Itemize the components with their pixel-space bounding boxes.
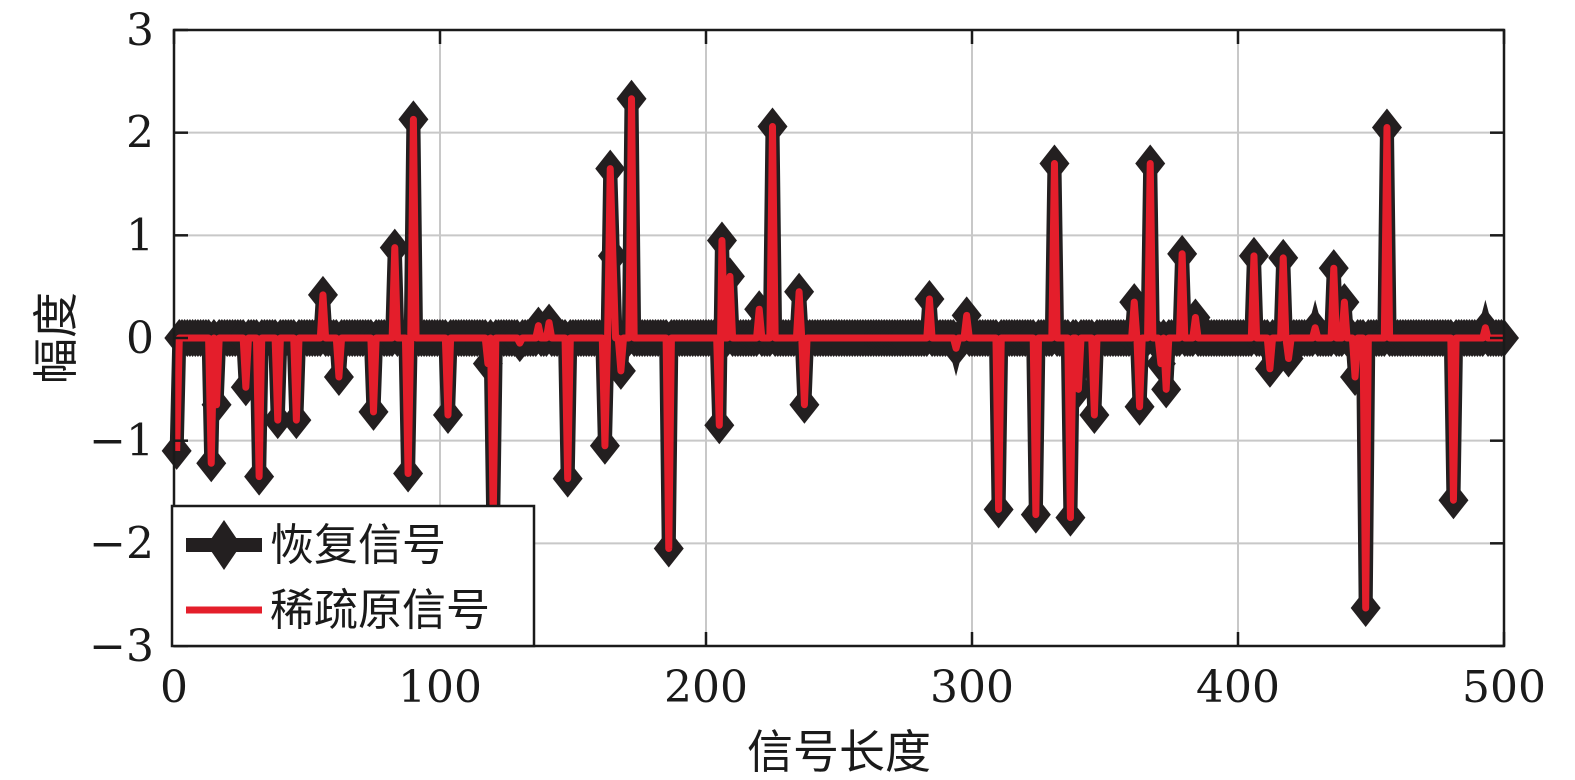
y-tick-label: 2	[126, 108, 154, 159]
legend-recovered-diamond-icon	[207, 520, 241, 570]
y-tick-label: 3	[126, 5, 154, 56]
original-signal-line	[173, 95, 1505, 612]
legend-box	[170, 504, 536, 648]
y-tick-label: 1	[126, 210, 154, 261]
y-tick-label: −1	[89, 416, 154, 467]
y-tick-label: −2	[89, 518, 154, 569]
y-tick-label: 0	[126, 313, 154, 364]
x-tick-label: 300	[930, 662, 1014, 713]
x-tick-label: 500	[1462, 662, 1546, 713]
y-axis-title: 幅度	[29, 292, 83, 384]
legend-label-original: 稀疏原信号	[270, 585, 490, 636]
x-tick-label: 0	[160, 662, 188, 713]
legend-label-recovered: 恢复信号	[270, 520, 446, 571]
x-axis-title: 信号长度	[747, 725, 931, 779]
y-tick-label: −3	[89, 621, 154, 672]
axis-tick-labels: 0 100 200 300 400 500 −3 −2 −1 0 1 2 3	[89, 5, 1546, 713]
series-sparse-original-signal	[173, 95, 1505, 612]
x-tick-label: 100	[398, 662, 482, 713]
axis-ticks	[172, 28, 1506, 648]
legend: 恢复信号 稀疏原信号	[170, 504, 536, 648]
x-tick-label: 200	[664, 662, 748, 713]
x-tick-label: 400	[1196, 662, 1280, 713]
